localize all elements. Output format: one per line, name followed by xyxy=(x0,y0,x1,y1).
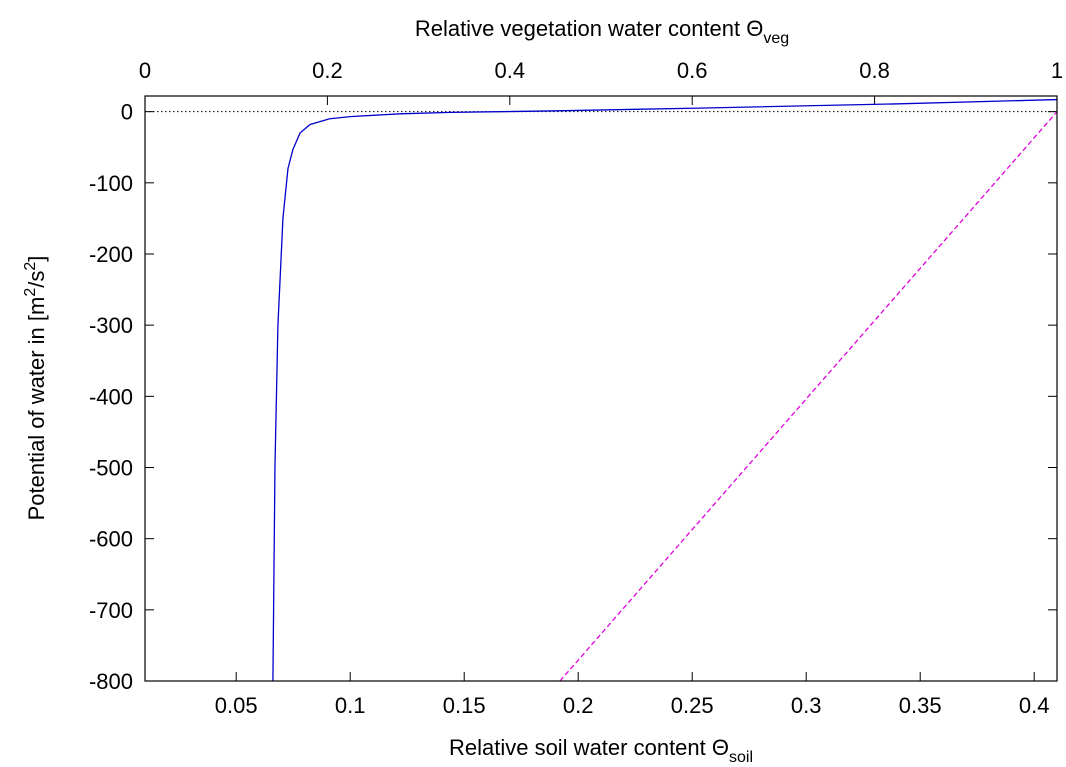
x-tick-label: 0.2 xyxy=(563,693,594,718)
x2-axis-label: Relative vegetation water content Θveg xyxy=(415,16,789,47)
label-subscript: soil xyxy=(729,749,753,766)
plot-frame xyxy=(144,95,1058,682)
label-text: Relative vegetation water content Θ xyxy=(415,16,764,41)
label-text: Relative soil water content Θ xyxy=(449,735,729,760)
y-tick-label: -500 xyxy=(89,455,133,480)
label-text: Potential of water in [m xyxy=(24,297,49,521)
y-tick-label: -400 xyxy=(89,384,133,409)
x2-tick-label: 1 xyxy=(1051,58,1063,83)
y-tick-label: -100 xyxy=(89,171,133,196)
label-superscript: 2 xyxy=(22,262,39,271)
x2-tick-label: 0.8 xyxy=(859,58,890,83)
series-line xyxy=(559,111,1057,681)
x-tick-label: 0.25 xyxy=(671,693,714,718)
y-tick-label: -300 xyxy=(89,313,133,338)
x-tick-label: 0.15 xyxy=(443,693,486,718)
label-text: /s xyxy=(24,271,49,288)
x2-tick-label: 0 xyxy=(139,58,151,83)
y-tick-label: -600 xyxy=(89,527,133,552)
series-line xyxy=(272,98,1057,681)
x-tick-label: 0.3 xyxy=(791,693,822,718)
y-axis-label: Potential of water in [m2/s2] xyxy=(22,256,49,521)
x-tick-label: 0.35 xyxy=(899,693,942,718)
y-tick-label: -200 xyxy=(89,242,133,267)
x-tick-label: 0.1 xyxy=(335,693,366,718)
label-superscript: 2 xyxy=(22,288,39,297)
x2-tick-label: 0.4 xyxy=(495,58,526,83)
y-tick-label: -800 xyxy=(89,669,133,694)
x2-tick-label: 0.6 xyxy=(677,58,708,83)
label-text: ] xyxy=(24,256,49,262)
x-tick-label: 0.4 xyxy=(1019,693,1050,718)
label-subscript: veg xyxy=(763,30,789,47)
x-tick-label: 0.05 xyxy=(215,693,258,718)
y-tick-label: -700 xyxy=(89,598,133,623)
y-tick-label: 0 xyxy=(121,100,133,125)
x-axis-label: Relative soil water content Θsoil xyxy=(449,735,753,766)
x2-tick-label: 0.2 xyxy=(312,58,343,83)
